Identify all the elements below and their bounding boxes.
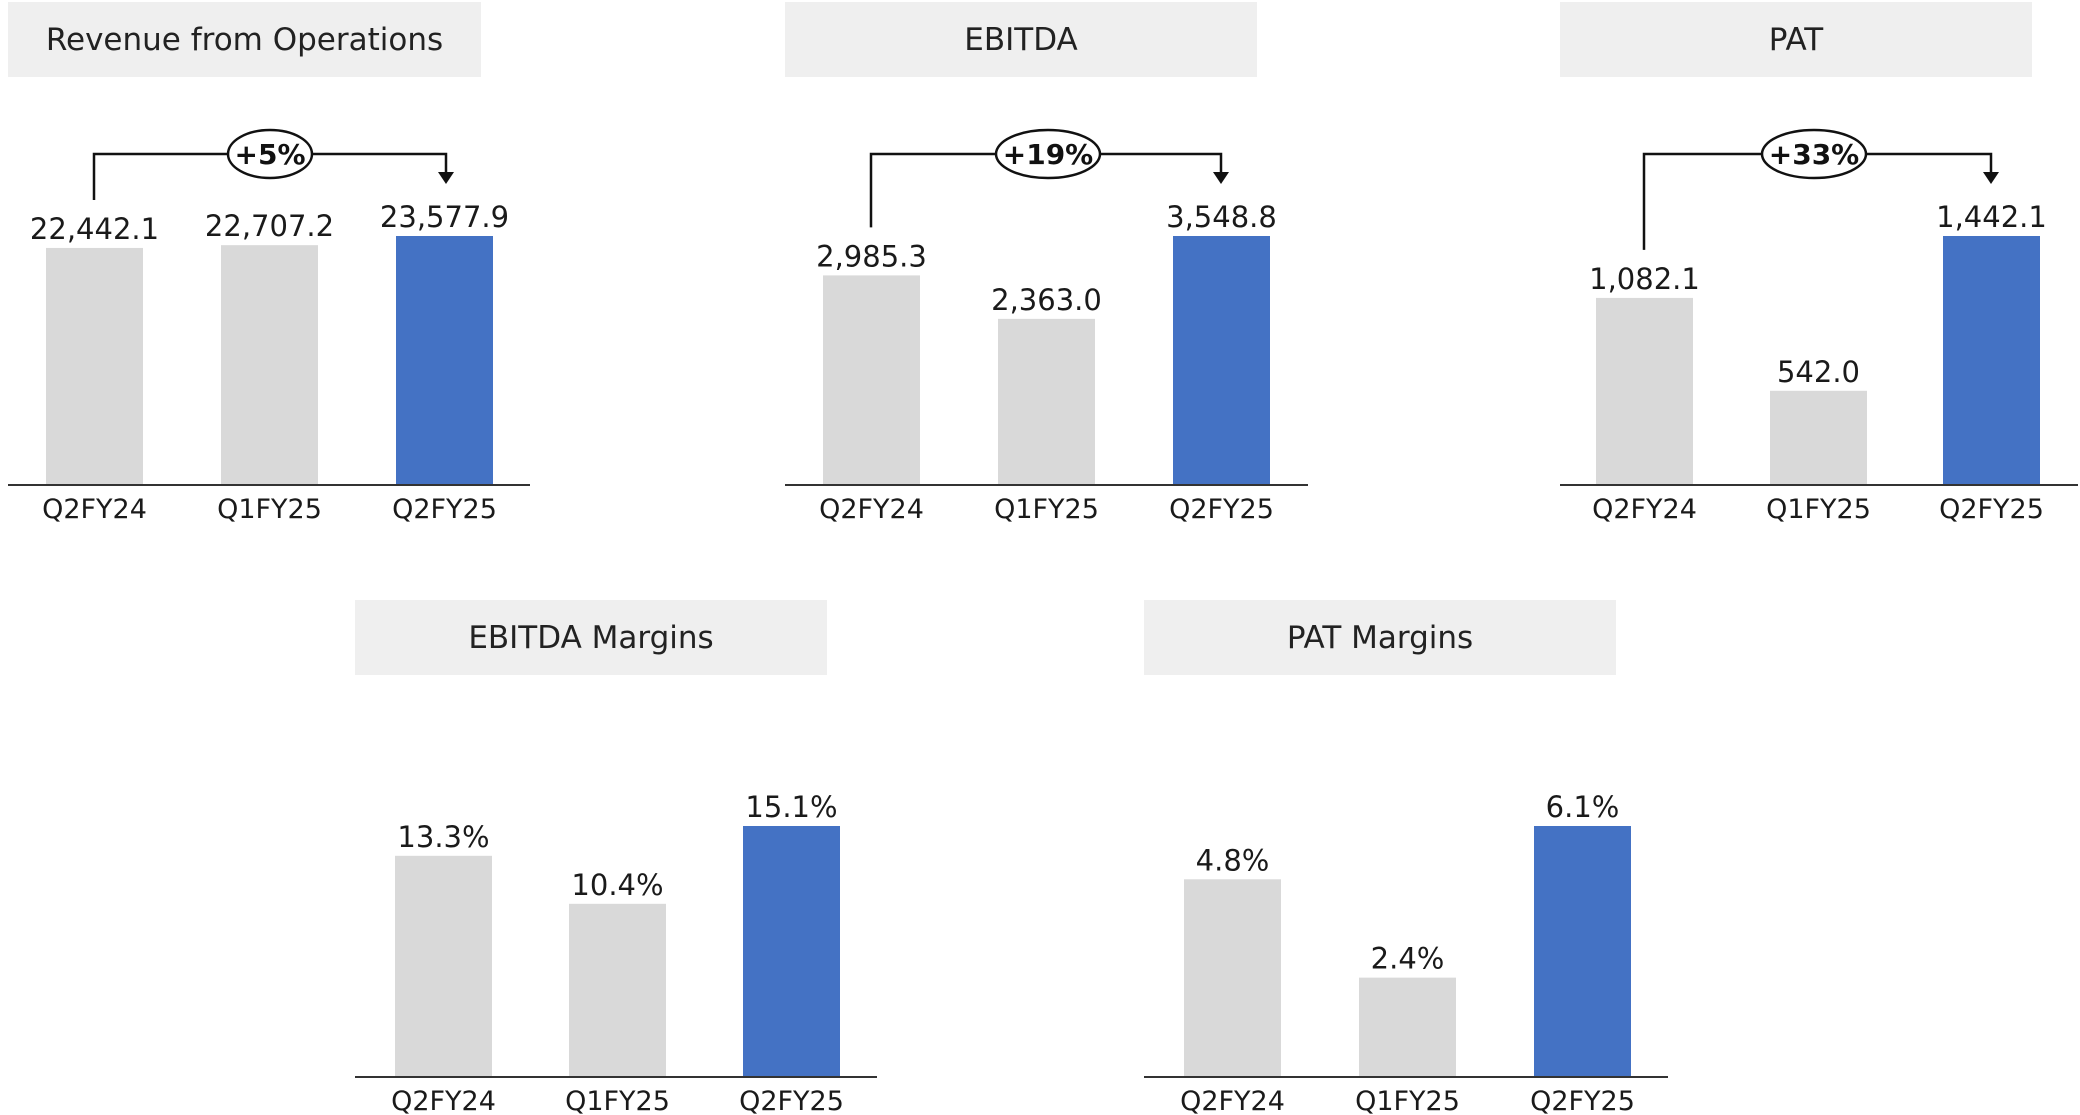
growth-label: +5% xyxy=(235,138,306,171)
data-label: 10.4% xyxy=(571,868,663,902)
bar-q2fy25 xyxy=(1173,236,1270,484)
bar-q2fy24 xyxy=(823,275,920,484)
category-label: Q2FY25 xyxy=(1169,494,1274,525)
category-label: Q1FY25 xyxy=(994,494,1099,525)
growth-badge xyxy=(1760,128,1868,180)
bar-plot: 4.8% Q2FY24 2.4% Q1FY25 6.1% Q2FY25 xyxy=(1144,790,1668,1115)
data-label: 3,548.8 xyxy=(1166,200,1277,234)
pat-chart: PAT 1,082.1 Q2FY24 542.0 Q1FY25 1,442.1 Q2FY2… xyxy=(0,2,2080,542)
data-label: 15.1% xyxy=(745,790,837,824)
chart-title: EBITDA Margins xyxy=(355,600,827,675)
data-label: 2.4% xyxy=(1371,942,1445,976)
bar-q2fy24 xyxy=(1184,879,1281,1076)
category-label: Q1FY25 xyxy=(1355,1086,1460,1115)
data-label: 2,363.0 xyxy=(991,283,1102,317)
chart-title: EBITDA xyxy=(785,2,1257,77)
bar-q2fy25 xyxy=(1534,826,1631,1076)
data-label: 1,442.1 xyxy=(1936,200,2047,234)
category-label: Q2FY25 xyxy=(392,494,497,525)
bar-q2fy24 xyxy=(46,247,143,484)
category-label: Q2FY24 xyxy=(42,494,147,525)
bar-q1fy25 xyxy=(1359,977,1456,1076)
bar-q2fy25 xyxy=(743,826,840,1076)
bar-q2fy25 xyxy=(1943,236,2040,484)
revenue-chart: Revenue from Operations 22,442.1 Q2FY24 22… xyxy=(0,2,540,542)
category-label: Q2FY24 xyxy=(1592,494,1697,525)
category-label: Q2FY25 xyxy=(1939,494,2044,525)
data-label: 6.1% xyxy=(1546,790,1620,824)
chart-title: PAT xyxy=(1560,2,2032,77)
bar-q2fy24 xyxy=(395,855,492,1076)
bar-q1fy25 xyxy=(221,245,318,484)
growth-label: +33% xyxy=(1769,138,1859,171)
category-label: Q1FY25 xyxy=(565,1086,670,1115)
data-label: 22,707.2 xyxy=(205,209,334,243)
growth-connector: +33% xyxy=(1642,128,1999,250)
data-label: 1,082.1 xyxy=(1589,262,1700,296)
growth-badge xyxy=(226,128,314,180)
category-label: Q2FY25 xyxy=(739,1086,844,1115)
bar-q2fy24 xyxy=(1596,297,1693,484)
growth-connector: +19% xyxy=(869,128,1229,228)
bar-q1fy25 xyxy=(998,318,1095,484)
ebitda-margins-chart: EBITDA Margins 13.3% Q2FY24 10.4% Q1FY25 15.… xyxy=(0,0,900,1115)
bar-plot: 2,985.3 Q2FY24 2,363.0 Q1FY25 3,548.8 Q2FY25 +… xyxy=(785,128,1308,525)
category-label: Q2FY24 xyxy=(391,1086,496,1115)
data-label: 4.8% xyxy=(1196,843,1270,877)
bar-q1fy25 xyxy=(1770,390,1867,484)
data-label: 542.0 xyxy=(1777,355,1860,389)
data-label: 23,577.9 xyxy=(380,200,509,234)
growth-label: +19% xyxy=(1003,138,1093,171)
category-label: Q1FY25 xyxy=(217,494,322,525)
data-label: 13.3% xyxy=(397,820,489,854)
bar-q1fy25 xyxy=(569,903,666,1076)
category-label: Q2FY24 xyxy=(1180,1086,1285,1115)
bar-plot: 13.3% Q2FY24 10.4% Q1FY25 15.1% Q2FY25 xyxy=(355,790,877,1115)
ebitda-chart: EBITDA 2,985.3 Q2FY24 2,363.0 Q1FY25 3,548.8… xyxy=(0,2,1320,542)
data-label: 2,985.3 xyxy=(816,239,927,273)
growth-badge xyxy=(994,128,1102,180)
data-label: 22,442.1 xyxy=(30,212,159,246)
pat-margins-chart: PAT Margins 4.8% Q2FY24 2.4% Q1FY25 6.1% Q2FY… xyxy=(1144,600,1668,1115)
bar-plot: 1,082.1 Q2FY24 542.0 Q1FY25 1,442.1 Q2FY25 +33… xyxy=(1560,128,2078,525)
bar-plot: 22,442.1 Q2FY24 22,707.2 Q1FY25 23,577.9 Q2FY… xyxy=(8,128,530,525)
growth-connector: +5% xyxy=(92,128,454,200)
chart-title: PAT Margins xyxy=(1144,600,1616,675)
category-label: Q1FY25 xyxy=(1766,494,1871,525)
chart-title: Revenue from Operations xyxy=(8,2,481,77)
category-label: Q2FY25 xyxy=(1530,1086,1635,1115)
category-label: Q2FY24 xyxy=(819,494,924,525)
bar-q2fy25 xyxy=(396,236,493,484)
